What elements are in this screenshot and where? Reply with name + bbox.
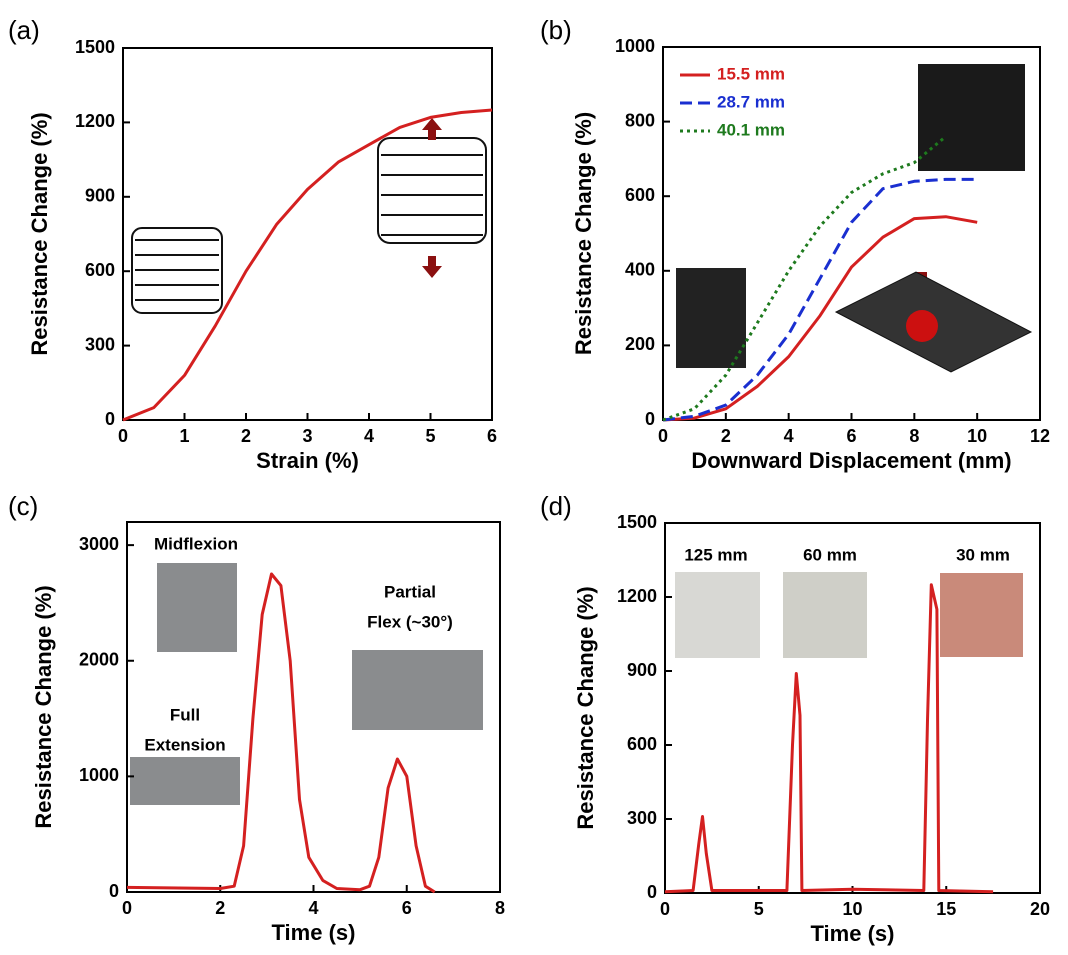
y-tick-label: 200 bbox=[625, 334, 655, 354]
x-tick-label: 2 bbox=[721, 426, 731, 446]
knit-inset bbox=[132, 138, 486, 313]
y-tick-label: 2000 bbox=[79, 650, 119, 670]
legend-label: 28.7 mm bbox=[717, 92, 785, 111]
y-tick-label: 800 bbox=[625, 110, 655, 130]
x-tick-label: 20 bbox=[1030, 899, 1050, 919]
legend-label: 15.5 mm bbox=[717, 64, 785, 83]
y-tick-label: 300 bbox=[627, 808, 657, 828]
annotation: Full bbox=[170, 705, 200, 724]
y-tick-label: 1500 bbox=[75, 37, 115, 57]
y-tick-label: 1200 bbox=[75, 111, 115, 131]
fabric-photo bbox=[676, 268, 746, 368]
x-tick-label: 6 bbox=[402, 898, 412, 918]
y-tick-label: 300 bbox=[85, 334, 115, 354]
annotation: Partial bbox=[384, 582, 436, 601]
annotation: Flex (~30°) bbox=[367, 612, 453, 631]
y-tick-label: 900 bbox=[627, 660, 657, 680]
annotation: Midflexion bbox=[154, 534, 238, 553]
y-tick-label: 400 bbox=[625, 260, 655, 280]
x-tick-label: 3 bbox=[302, 426, 312, 446]
y-axis-label: Resistance Change (%) bbox=[31, 585, 56, 828]
y-tick-label: 0 bbox=[645, 409, 655, 429]
fabric-photo bbox=[918, 64, 1025, 171]
annotation: Extension bbox=[144, 735, 225, 754]
y-tick-label: 1000 bbox=[79, 765, 119, 785]
y-tick-label: 1000 bbox=[615, 36, 655, 56]
x-tick-label: 2 bbox=[241, 426, 251, 446]
x-tick-label: 12 bbox=[1030, 426, 1050, 446]
panel-label: (d) bbox=[540, 491, 572, 521]
y-tick-label: 0 bbox=[647, 882, 657, 902]
y-tick-label: 0 bbox=[105, 409, 115, 429]
ball bbox=[906, 310, 938, 342]
x-tick-label: 8 bbox=[909, 426, 919, 446]
x-axis-label: Time (s) bbox=[811, 921, 895, 946]
y-axis-label: Resistance Change (%) bbox=[571, 112, 596, 355]
x-tick-label: 8 bbox=[495, 898, 505, 918]
y-tick-label: 600 bbox=[627, 734, 657, 754]
annotation: 125 mm bbox=[684, 545, 747, 564]
y-axis-label: Resistance Change (%) bbox=[573, 586, 598, 829]
y-axis-label: Resistance Change (%) bbox=[27, 112, 52, 355]
panel-label: (a) bbox=[8, 15, 40, 45]
x-tick-label: 4 bbox=[364, 426, 374, 446]
x-tick-label: 0 bbox=[660, 899, 670, 919]
x-tick-label: 0 bbox=[118, 426, 128, 446]
x-tick-label: 0 bbox=[658, 426, 668, 446]
x-tick-label: 1 bbox=[179, 426, 189, 446]
x-tick-label: 6 bbox=[487, 426, 497, 446]
y-tick-label: 0 bbox=[109, 881, 119, 901]
x-tick-label: 5 bbox=[425, 426, 435, 446]
legend-label: 40.1 mm bbox=[717, 120, 785, 139]
y-tick-label: 1200 bbox=[617, 586, 657, 606]
x-tick-label: 0 bbox=[122, 898, 132, 918]
annotation: 60 mm bbox=[803, 545, 857, 564]
x-tick-label: 6 bbox=[846, 426, 856, 446]
x-tick-label: 10 bbox=[967, 426, 987, 446]
y-tick-label: 600 bbox=[625, 185, 655, 205]
panel-label: (c) bbox=[8, 491, 38, 521]
x-axis-label: Time (s) bbox=[272, 920, 356, 945]
x-tick-label: 15 bbox=[936, 899, 956, 919]
x-axis-label: Downward Displacement (mm) bbox=[691, 448, 1011, 473]
y-tick-label: 600 bbox=[85, 260, 115, 280]
x-tick-label: 4 bbox=[784, 426, 794, 446]
y-tick-label: 3000 bbox=[79, 534, 119, 554]
x-tick-label: 5 bbox=[754, 899, 764, 919]
y-tick-label: 900 bbox=[85, 186, 115, 206]
x-tick-label: 10 bbox=[842, 899, 862, 919]
figure: (a)0300600900120015000123456Strain (%)Re… bbox=[0, 0, 1068, 955]
annotation: 30 mm bbox=[956, 545, 1010, 564]
panel-label: (b) bbox=[540, 15, 572, 45]
x-axis-label: Strain (%) bbox=[256, 448, 359, 473]
x-tick-label: 4 bbox=[308, 898, 318, 918]
x-tick-label: 2 bbox=[215, 898, 225, 918]
y-tick-label: 1500 bbox=[617, 512, 657, 532]
